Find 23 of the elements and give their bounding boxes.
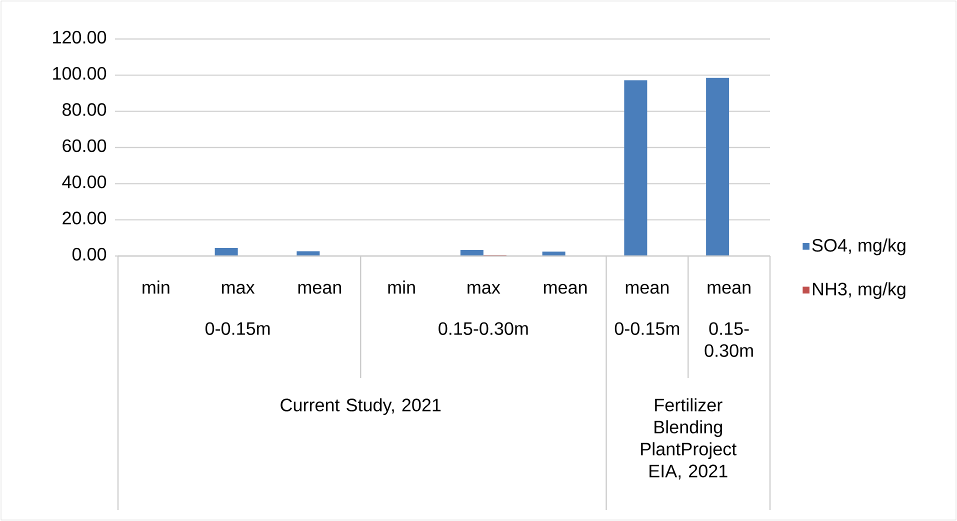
x-tick-label: max (222, 284, 255, 294)
text: 0.15-0.30m (704, 322, 753, 357)
x-tick-label: mean (544, 284, 587, 294)
legend-label: SO4, mg/kg (812, 238, 906, 256)
x-tick-label: min (142, 280, 170, 294)
y-tick-label: 20.00 (62, 212, 106, 224)
x-tick-label: mean (626, 284, 669, 294)
x-tick-label: max (468, 284, 500, 294)
text: Current Study, 2021 (280, 398, 441, 415)
legend-label: NH3, mg/kg (812, 282, 906, 299)
text: 0-0.15m (614, 322, 680, 335)
y-tick-label: 40.00 (62, 176, 106, 188)
x-tick-label: mean (708, 284, 750, 294)
x-tick-label: mean (298, 284, 342, 294)
y-tick-label: 80.00 (62, 103, 106, 116)
y-tick-label: 100.00 (53, 67, 106, 80)
y-tick-label: 0.00 (72, 248, 106, 261)
text: Fertilizer Blending PlantProject EIA, 2021 (641, 398, 737, 480)
text: 0-0.15m (205, 322, 270, 335)
y-tick-label: 120.00 (53, 30, 106, 44)
y-tick-label: 60.00 (62, 139, 106, 152)
text: 0.15-0.30m (438, 322, 528, 335)
x-tick-label: min (388, 280, 415, 294)
